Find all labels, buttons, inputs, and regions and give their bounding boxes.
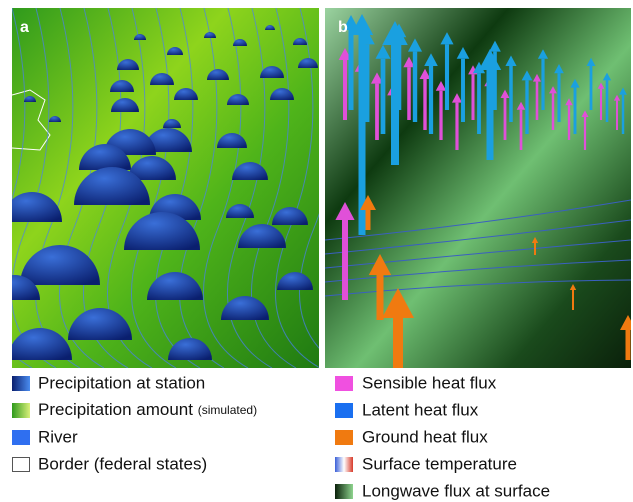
legend-note: (simulated)	[198, 403, 257, 417]
ground-arrow	[534, 243, 536, 255]
latent-arrow	[574, 88, 577, 134]
latent-arrow	[606, 80, 609, 122]
sensible-arrow	[407, 67, 411, 120]
legend-label: Ground heat flux	[362, 427, 488, 446]
legend-swatch	[12, 403, 30, 418]
panel-a	[0, 8, 344, 368]
ground-arrow	[393, 318, 403, 368]
sensible-arrow	[584, 117, 586, 150]
latent-arrow	[391, 45, 399, 165]
latent-arrow	[557, 73, 560, 122]
sensible-arrow	[504, 98, 507, 140]
legend-label: Surface temperature	[362, 454, 517, 473]
latent-arrow	[590, 66, 593, 110]
legend-swatch	[12, 376, 30, 391]
latent-arrow	[413, 52, 417, 122]
latent-arrow	[487, 70, 494, 160]
sensible-arrow	[520, 110, 523, 150]
latent-arrow	[509, 66, 513, 122]
map-background	[12, 8, 319, 368]
sensible-arrow	[471, 74, 474, 120]
panel-label: a	[20, 19, 29, 36]
legend-swatch	[12, 430, 30, 445]
sensible-arrow	[343, 60, 347, 120]
latent-arrow	[525, 80, 528, 134]
legend-swatch	[335, 376, 353, 391]
latent-arrow	[477, 73, 481, 134]
ground-arrow	[572, 290, 574, 310]
sensible-arrow	[342, 220, 348, 300]
latent-arrow	[622, 95, 624, 134]
legend-label: Longwave flux at surface	[362, 481, 550, 500]
latent-arrow	[445, 44, 449, 110]
ground-arrow	[377, 275, 384, 320]
legend-swatch	[335, 484, 353, 499]
latent-arrow	[461, 59, 465, 122]
legend-label: Sensible heat flux	[362, 373, 497, 392]
figure: a b Precipitation at station Precipitati…	[0, 0, 633, 502]
sensible-arrow	[536, 82, 539, 120]
legend-label: Border (federal states)	[38, 454, 207, 473]
legend: Precipitation at station Precipitation a…	[12, 373, 550, 500]
latent-arrow	[429, 66, 433, 134]
latent-arrow	[541, 59, 544, 110]
sensible-arrow	[600, 89, 602, 120]
legend-swatch	[335, 403, 353, 418]
legend-swatch	[335, 430, 353, 445]
ground-arrow	[626, 330, 631, 360]
legend-label: Precipitation at station	[38, 373, 205, 392]
panel-b	[325, 8, 633, 368]
latent-arrow	[349, 30, 354, 110]
surface-background	[325, 8, 631, 368]
latent-arrow	[381, 59, 386, 134]
sensible-arrow	[455, 103, 458, 150]
legend-label: River	[38, 427, 78, 446]
legend-swatch	[335, 457, 353, 472]
sensible-arrow	[375, 84, 379, 140]
sensible-arrow	[552, 93, 554, 130]
legend-label-main: Precipitation amount	[38, 400, 193, 419]
sensible-arrow	[568, 105, 570, 140]
ground-arrow	[366, 210, 371, 230]
sensible-arrow	[616, 101, 618, 130]
panel-label: b	[338, 19, 348, 36]
sensible-arrow	[423, 79, 426, 130]
legend-swatch	[13, 458, 30, 472]
legend-label: Latent heat flux	[362, 400, 479, 419]
sensible-arrow	[439, 91, 442, 140]
legend-label: Precipitation amount (simulated)	[38, 400, 257, 419]
